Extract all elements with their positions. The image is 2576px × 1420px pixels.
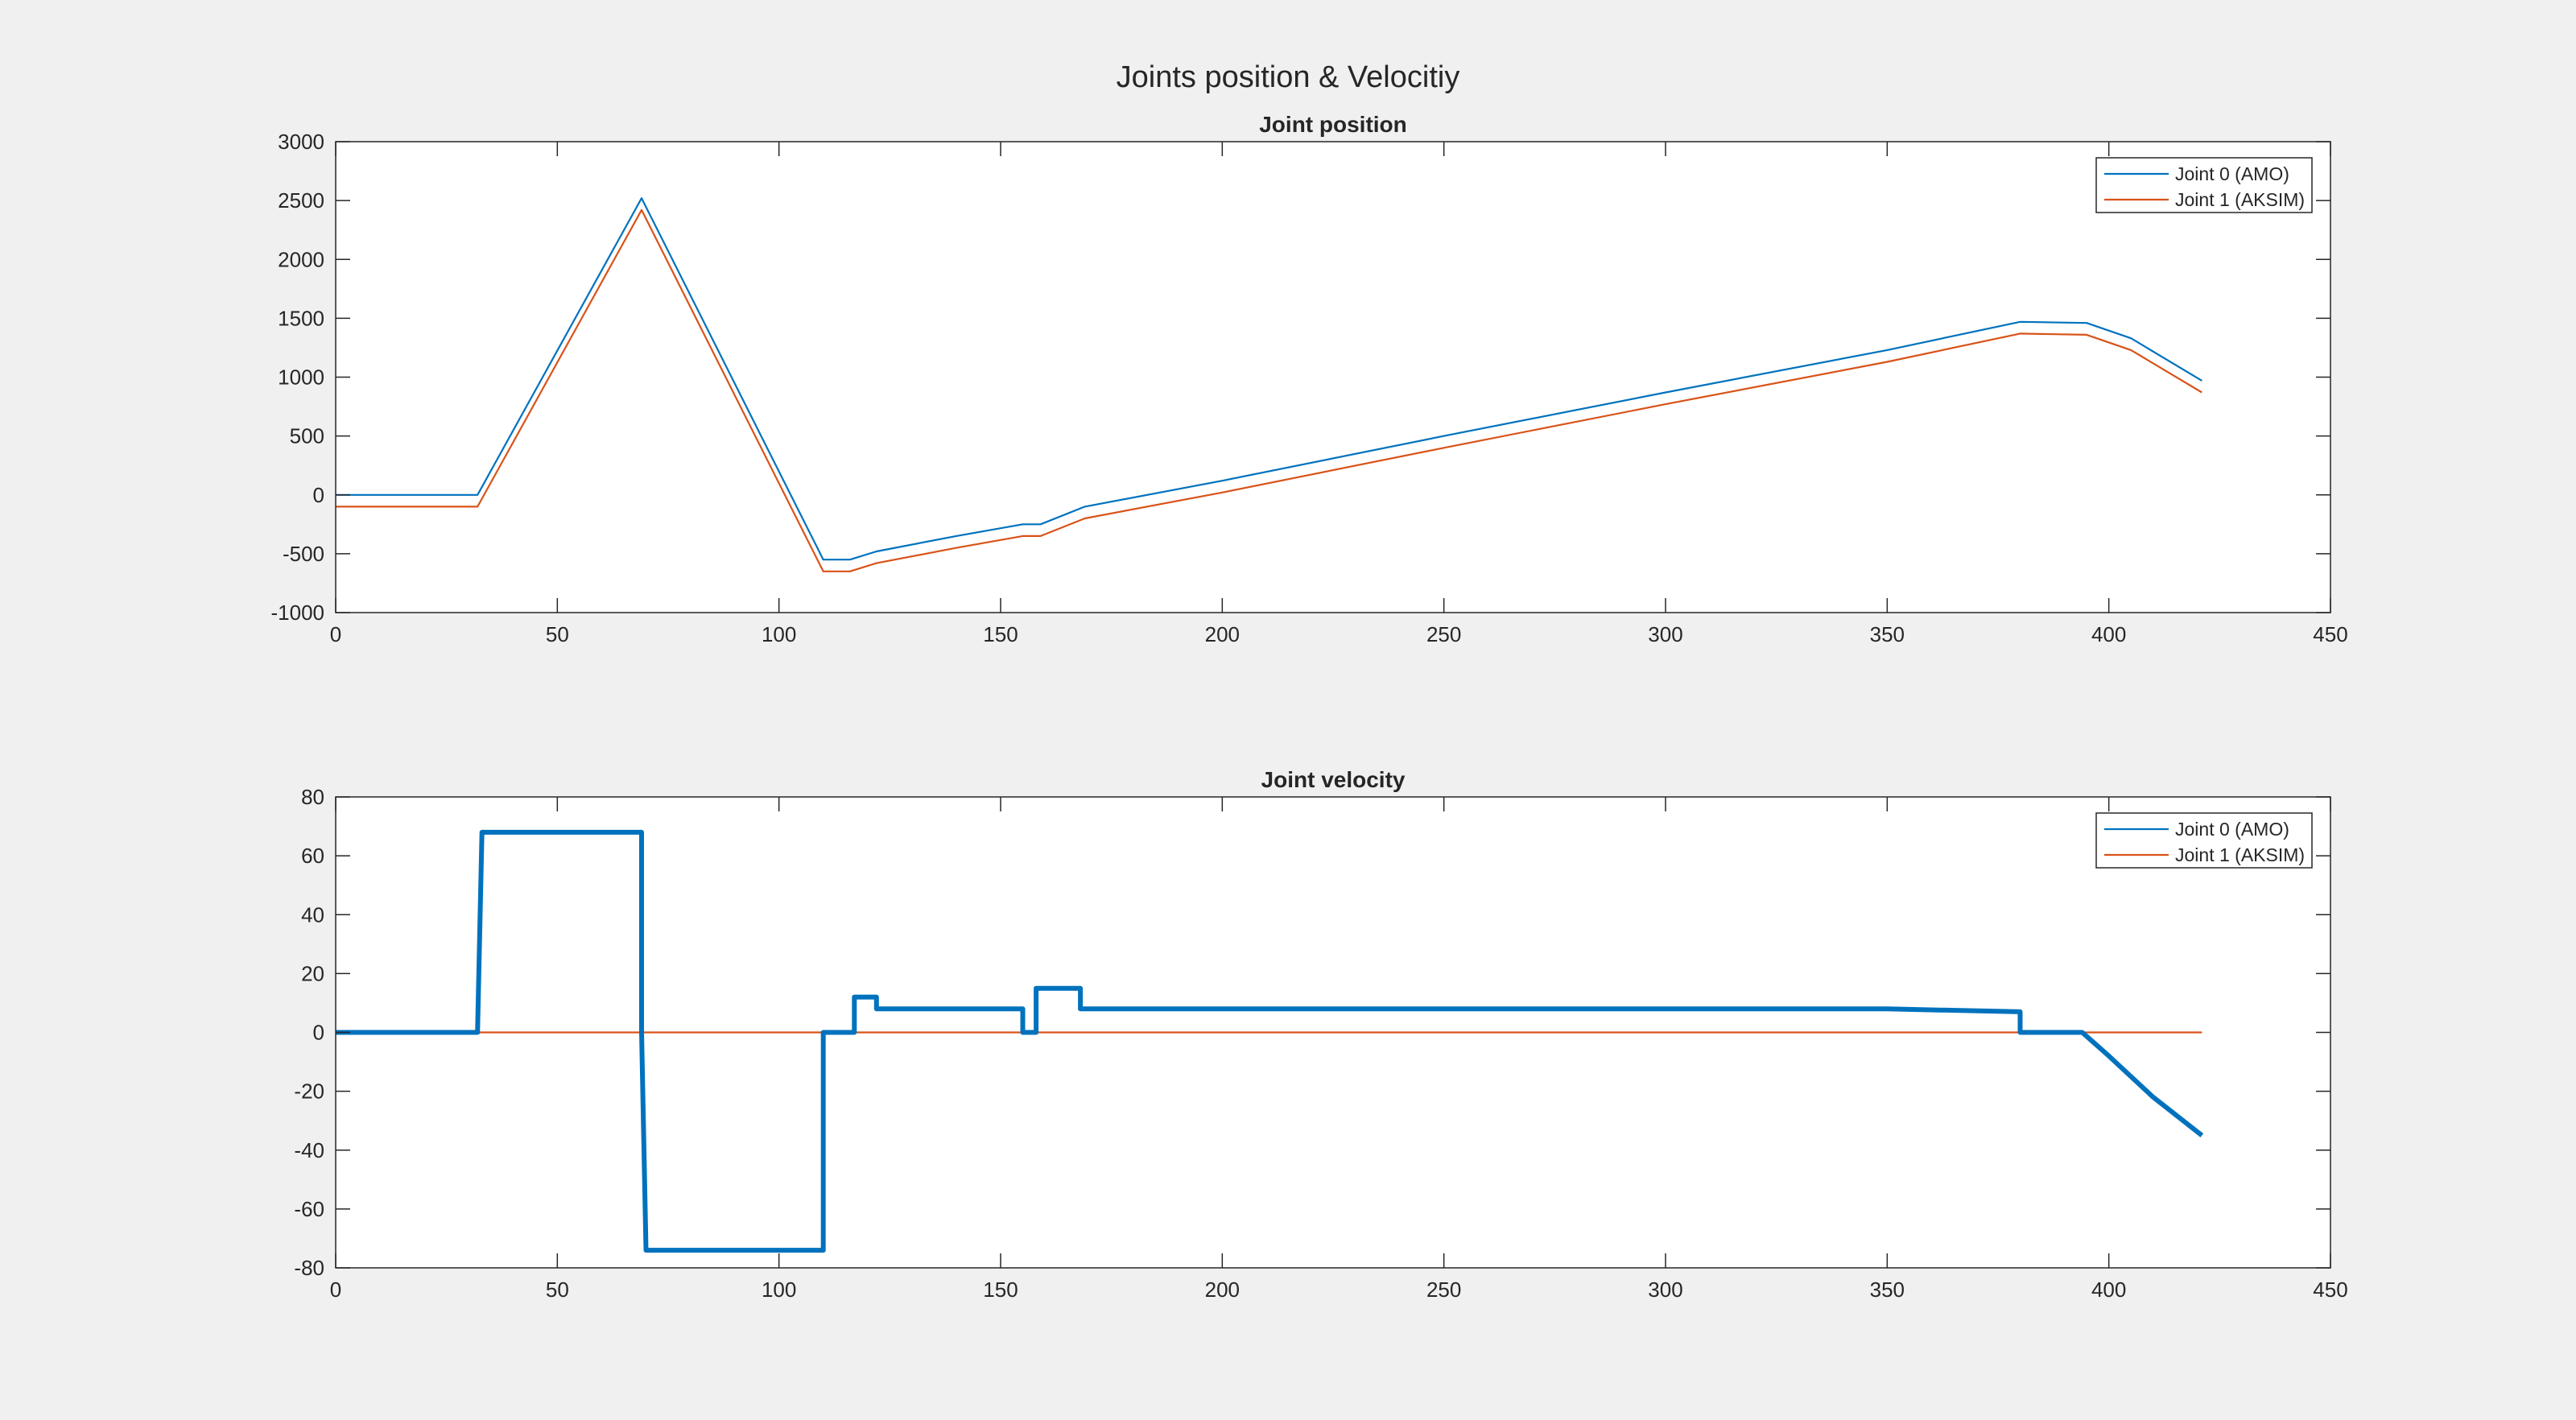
y-tick-label: 2000 xyxy=(278,247,324,271)
series-group xyxy=(336,197,2202,572)
y-tick-label: 1500 xyxy=(278,306,324,330)
series-line-joint-0 xyxy=(336,197,2202,561)
y-tick-label: 80 xyxy=(301,785,324,809)
y-tick-label: 1000 xyxy=(278,365,324,390)
legend-box xyxy=(2095,157,2313,213)
y-tick-label: 2500 xyxy=(278,188,324,213)
series-line-joint-0 xyxy=(336,829,2204,1253)
x-tick-label: 250 xyxy=(1426,622,1461,646)
y-tick-label: 60 xyxy=(301,844,324,868)
legend-label: Joint 0 (AMO) xyxy=(2175,163,2289,184)
x-tick-label: 250 xyxy=(1426,1278,1461,1302)
x-tick-label: 200 xyxy=(1205,1278,1240,1302)
x-tick-label: 450 xyxy=(2313,622,2347,646)
x-tick-label: 350 xyxy=(1870,622,1905,646)
plot-area xyxy=(336,142,2330,613)
x-tick-label: 300 xyxy=(1648,1278,1682,1302)
x-tick-label: 150 xyxy=(983,622,1018,646)
x-tick-label: 400 xyxy=(2091,622,2126,646)
x-tick-label: 200 xyxy=(1205,622,1240,646)
x-tick-label: 150 xyxy=(983,1278,1018,1302)
figure-title: Joints position & Velocitiy xyxy=(1117,60,1460,94)
x-tick-label: 0 xyxy=(330,622,341,646)
y-tick-label: -1000 xyxy=(271,601,325,625)
x-tick-label: 300 xyxy=(1648,622,1682,646)
series-group xyxy=(336,829,2204,1253)
x-tick-label: 50 xyxy=(546,622,569,646)
series-line-joint-1 xyxy=(336,208,2202,572)
legend-label: Joint 1 (AKSIM) xyxy=(2175,844,2305,865)
y-tick-label: 3000 xyxy=(278,130,324,154)
legend-label: Joint 1 (AKSIM) xyxy=(2175,189,2305,210)
y-tick-label: 0 xyxy=(313,1021,324,1045)
position-plot: Joint position 0 50 100 150 200 250 300 350 400 45… xyxy=(271,112,2348,646)
x-tick-label: 450 xyxy=(2313,1278,2347,1302)
y-tick-label: -40 xyxy=(294,1138,324,1162)
y-tick-label: -20 xyxy=(294,1079,324,1104)
x-tick-label: 0 xyxy=(330,1278,341,1302)
legend-box xyxy=(2095,812,2313,869)
x-tick-label: 400 xyxy=(2091,1278,2126,1302)
x-tick-label: 350 xyxy=(1870,1278,1905,1302)
subplot-title: Joint position xyxy=(1259,112,1407,137)
y-tick-label: -500 xyxy=(283,542,324,566)
x-tick-label: 100 xyxy=(762,1278,796,1302)
x-tick-label: 50 xyxy=(546,1278,569,1302)
y-tick-label: -80 xyxy=(294,1256,324,1280)
x-tick-label: 100 xyxy=(762,622,796,646)
y-tick-label: 20 xyxy=(301,961,324,985)
legend-label: Joint 0 (AMO) xyxy=(2175,819,2289,840)
y-tick-label: 500 xyxy=(290,424,324,448)
y-tick-label: 0 xyxy=(313,483,324,507)
y-tick-label: -60 xyxy=(294,1197,324,1221)
y-tick-label: 40 xyxy=(301,902,324,927)
subplot-title: Joint velocity xyxy=(1261,767,1406,792)
